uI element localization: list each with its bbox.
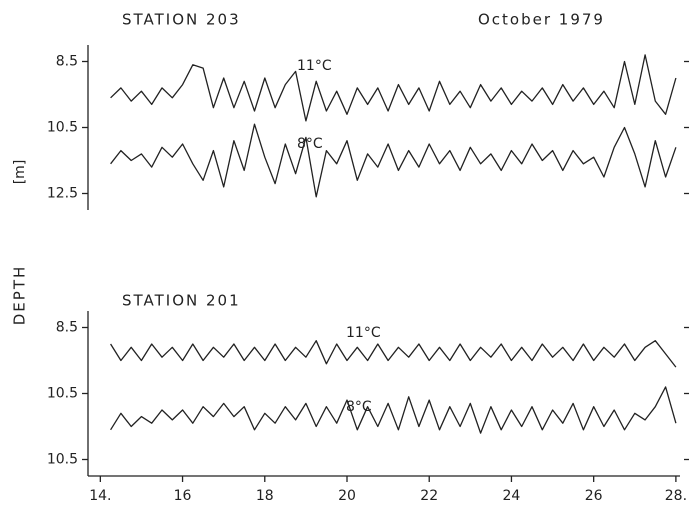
panel-title: STATION 201 (122, 292, 241, 310)
y-tick-label: 8.5 (56, 54, 78, 70)
annotation: 11°C (346, 325, 381, 341)
y-axis-unit: [m] (12, 160, 28, 185)
y-axis-label: DEPTH (11, 265, 29, 326)
x-tick-label: 14. (89, 488, 111, 504)
isotherm-line (110, 386, 677, 434)
annotation: 8°C (297, 136, 323, 152)
x-tick-label: 16 (174, 488, 192, 504)
annotation: 11°C (297, 58, 332, 74)
isotherm-line (110, 340, 677, 368)
x-tick-label: 18 (256, 488, 274, 504)
y-tick-label: 10.5 (47, 120, 78, 136)
x-tick-label: 28. (665, 488, 687, 504)
isotherm-line (110, 54, 677, 122)
x-tick-label: 26 (585, 488, 603, 504)
panel-title: STATION 203 (122, 11, 241, 29)
x-tick-label: 20 (338, 488, 356, 504)
panel-subtitle: October 1979 (478, 11, 605, 29)
y-tick-label: 8.5 (56, 320, 78, 336)
y-tick-label: 12.5 (47, 186, 78, 202)
y-tick-label: 10.5 (47, 386, 78, 402)
y-tick-label: 10.5 (47, 452, 78, 468)
isotherm-line (110, 123, 677, 198)
x-tick-label: 24 (503, 488, 521, 504)
x-tick-label: 22 (420, 488, 438, 504)
